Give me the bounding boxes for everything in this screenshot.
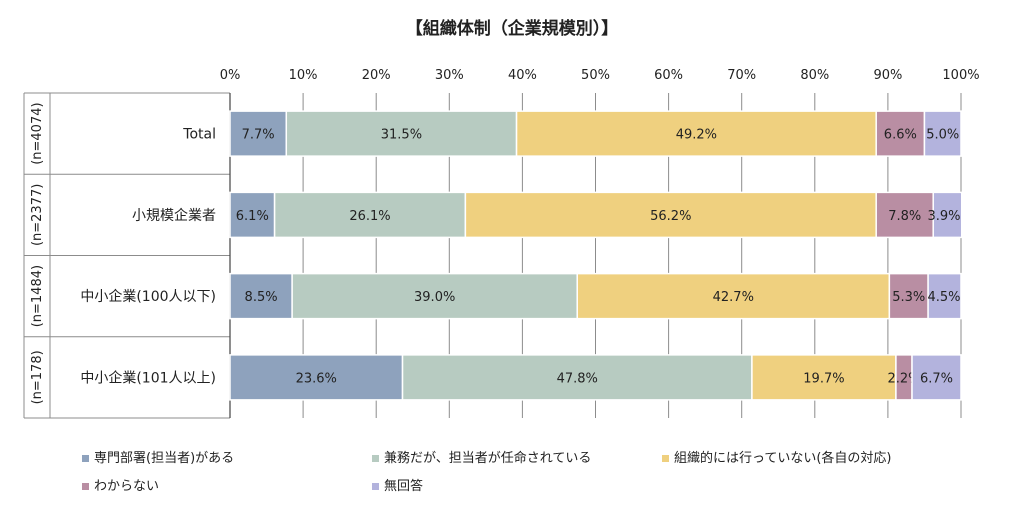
legend-label: 組織的には行っていない(各自の対応) <box>674 450 892 466</box>
legend-swatch <box>662 455 669 462</box>
data-label: 6.1% <box>236 209 269 224</box>
bar-segment <box>888 272 929 320</box>
data-label: 19.7% <box>803 371 844 386</box>
category-label: 小規模企業者 <box>132 207 216 224</box>
bar-segment <box>923 110 962 157</box>
category-label: 中小企業(101人以上) <box>80 369 216 386</box>
data-label: 47.8% <box>557 371 598 386</box>
bar-segment <box>875 110 926 157</box>
bar-segment <box>464 191 877 239</box>
bar-segment <box>932 191 963 239</box>
bar-segment <box>751 354 897 401</box>
legend-label: 無回答 <box>384 478 423 494</box>
data-label: 7.7% <box>242 128 275 143</box>
data-label: 49.2% <box>676 128 717 143</box>
sample-size-label: (n=2377) <box>30 184 45 246</box>
legend-swatch <box>82 455 89 462</box>
data-label: 5.0% <box>926 128 959 143</box>
x-tick-label: 50% <box>581 68 610 83</box>
data-label: 26.1% <box>349 209 390 224</box>
data-label: 56.2% <box>650 209 691 224</box>
category-label: Total <box>182 127 216 143</box>
bar-segment <box>515 110 877 157</box>
x-tick-label: 70% <box>727 68 756 83</box>
x-tick-label: 40% <box>508 68 537 83</box>
x-tick-label: 80% <box>800 68 829 83</box>
bar-segment <box>285 110 518 157</box>
x-tick-label: 30% <box>435 68 464 83</box>
x-tick-label: 0% <box>220 68 241 83</box>
bar-segment <box>273 191 467 239</box>
bar-segment <box>229 272 293 320</box>
data-label: 5.3% <box>892 290 925 305</box>
data-label: 4.5% <box>927 290 960 305</box>
x-tick-label: 60% <box>654 68 683 83</box>
x-tick-label: 10% <box>289 68 318 83</box>
data-label: 8.5% <box>245 290 278 305</box>
data-label: 6.6% <box>884 128 917 143</box>
legend-swatch <box>372 455 379 462</box>
data-label: 6.7% <box>920 371 953 386</box>
legend-label: わからない <box>94 479 159 494</box>
data-label: 7.8% <box>888 209 921 224</box>
bar-segment <box>229 191 276 239</box>
chart-title: 【組織体制（企業規模別）】 <box>406 18 619 39</box>
data-label: 42.7% <box>713 290 754 305</box>
x-tick-label: 20% <box>362 68 391 83</box>
data-label: 31.5% <box>381 128 422 143</box>
x-tick-label: 100% <box>942 68 979 83</box>
legend-swatch <box>372 483 379 490</box>
legend-label: 兼務だが、担当者が任命されている <box>384 450 591 466</box>
data-label: 39.0% <box>414 290 455 305</box>
x-tick-label: 90% <box>873 68 902 83</box>
sample-size-label: (n=1484) <box>30 265 45 327</box>
data-label: 3.9% <box>927 209 960 224</box>
bar-segment <box>911 354 962 401</box>
bar-segment <box>875 191 934 239</box>
sample-size-label: (n=4074) <box>30 102 45 164</box>
bar-segment <box>927 272 962 320</box>
bar-segment <box>229 110 288 157</box>
category-label: 中小企業(100人以下) <box>80 288 216 305</box>
sample-size-label: (n=178) <box>30 350 45 404</box>
legend-label: 専門部署(担当者)がある <box>94 451 234 466</box>
legend-swatch <box>82 483 89 490</box>
data-label: 23.6% <box>296 371 337 386</box>
